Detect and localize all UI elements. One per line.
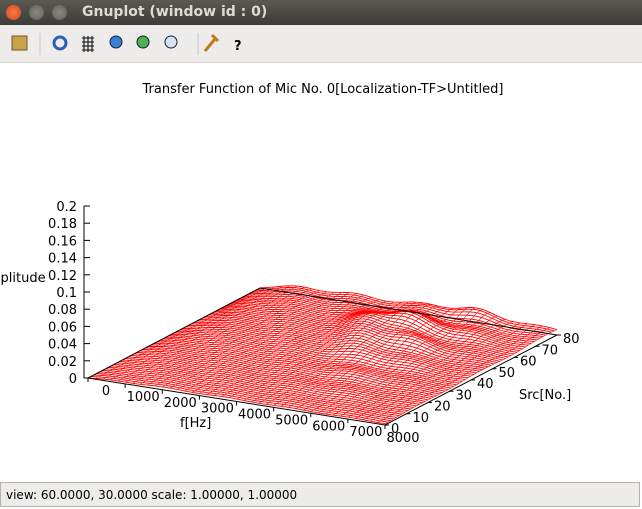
surface-line [221,301,394,397]
y-tick-label: 50 [499,366,516,381]
surface-line [117,285,290,382]
y-tick-label: 40 [477,377,494,392]
surface-line [236,301,409,400]
toolbar-icons: ? [11,33,242,55]
surface-line [139,288,313,385]
z-tick-label: 0.2 [56,200,77,215]
surface-line [347,322,521,418]
minimize-button[interactable] [29,5,44,20]
x-tick-label: 5000 [275,413,308,428]
toolbar: ? [0,25,642,63]
z-tick-label: 0.06 [48,320,77,335]
plot-area: Transfer Function of Mic No. 0[Localizat… [0,82,580,446]
y-tick-label: 80 [563,332,580,347]
y-tick-label: 60 [520,355,537,370]
y-tick-label: 20 [434,400,451,415]
z-tick-label: 0.1 [56,286,77,301]
surface-line [340,321,513,417]
surface-line [102,286,276,380]
surface-line [184,293,357,392]
surface-line [310,309,483,412]
close-button[interactable] [6,5,21,20]
help-icon[interactable]: ? [234,39,242,54]
z-axis-label: Amplitude [0,271,46,286]
surface-line [266,305,439,405]
surface-line [384,329,558,424]
surface-line [377,327,550,423]
surface-line [243,301,417,401]
title-bar: Gnuplot (window id : 0) [0,0,642,25]
z-tick-label: 0.14 [48,252,77,267]
surface-line [295,307,469,409]
unzoom-icon[interactable] [164,35,178,49]
z-tick-label: 0.04 [48,338,77,353]
maximize-button[interactable] [52,5,67,20]
copy-icon[interactable] [11,35,28,51]
y-tick-label: 70 [542,343,559,358]
surface-line [318,312,491,414]
surface-line [95,287,268,379]
y-tick-label: 0 [391,422,399,437]
x-tick-label: 4000 [238,408,271,423]
x-tick-label: 8000 [386,431,419,446]
surface-line [355,323,528,419]
x-tick-label: 7000 [349,425,382,440]
surface-line [147,290,320,386]
y-axis-label: Src[No.] [519,388,571,403]
z-tick-label: 0.02 [48,355,77,370]
config-icon[interactable] [203,33,220,52]
surface-line [288,307,461,408]
surface-line [228,301,402,398]
x-tick-label: 6000 [312,419,345,434]
surface-line [132,286,305,384]
surface-line [303,307,476,411]
plot-title: Transfer Function of Mic No. 0[Localizat… [142,82,504,97]
x-tick-label: 0 [102,384,110,399]
surface-line [110,285,283,381]
surface-line [206,299,379,395]
surface-line [251,302,424,403]
surface-line [124,285,298,383]
surface-line [169,292,342,389]
z-tick-label: 0.12 [48,269,77,284]
surface-line [199,297,372,394]
replot-icon[interactable] [52,35,68,51]
surface-line [362,324,535,420]
surface-line [176,292,350,390]
window-title: Gnuplot (window id : 0) [82,4,268,20]
z-tick-label: 0.18 [48,217,77,232]
surface-line [162,292,335,388]
y-tick-label: 10 [413,411,430,426]
surface-decoration [87,285,558,425]
x-axis-label: f[Hz] [180,416,211,431]
z-tick-label: 0.08 [48,303,77,318]
surface-line [332,318,506,416]
grid-icon[interactable] [82,36,94,52]
x-tick-label: 2000 [164,396,197,411]
status-bar: view: 60.0000, 30.0000 scale: 1.00000, 1… [0,482,640,507]
x-tick-label: 3000 [201,402,234,417]
x-tick-label: 1000 [127,390,160,405]
surface-line [280,308,454,407]
z-tick-label: 0.16 [48,234,77,249]
y-tick-label: 30 [456,388,473,403]
surface-line [154,291,327,387]
zoom-prev-icon[interactable] [109,35,123,49]
zoom-next-icon[interactable] [136,35,150,49]
surface-line [325,315,498,415]
surface-line [369,325,543,422]
z-tick-label: 0 [69,372,77,387]
surface-line [214,300,387,396]
surface-line [191,294,365,393]
